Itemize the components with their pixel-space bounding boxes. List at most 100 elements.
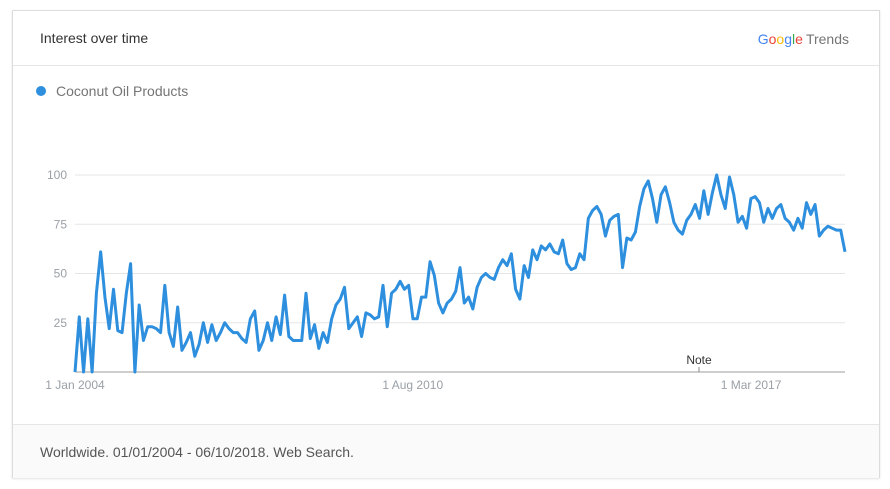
data-point[interactable] <box>155 327 158 330</box>
data-point[interactable] <box>232 331 235 334</box>
data-point[interactable] <box>497 266 500 269</box>
chart-note[interactable]: Note <box>686 353 712 372</box>
google-trends-logo[interactable]: Google Trends <box>757 31 849 47</box>
data-point[interactable] <box>364 311 367 314</box>
data-point[interactable] <box>459 266 462 269</box>
data-point[interactable] <box>305 292 308 295</box>
data-point[interactable] <box>779 203 782 206</box>
data-point[interactable] <box>818 235 821 238</box>
data-point[interactable] <box>103 296 106 299</box>
data-point[interactable] <box>514 288 517 291</box>
data-point[interactable] <box>176 305 179 308</box>
data-point[interactable] <box>454 290 457 293</box>
note-label[interactable]: Note <box>686 353 712 367</box>
data-point[interactable] <box>758 201 761 204</box>
data-point[interactable] <box>561 239 564 242</box>
data-point[interactable] <box>326 341 329 344</box>
data-point[interactable] <box>839 229 842 232</box>
data-point[interactable] <box>583 258 586 261</box>
data-point[interactable] <box>724 207 727 210</box>
data-point[interactable] <box>429 260 432 263</box>
data-point[interactable] <box>180 349 183 352</box>
data-point[interactable] <box>215 339 218 342</box>
data-point[interactable] <box>133 371 136 374</box>
data-point[interactable] <box>527 276 530 279</box>
data-point[interactable] <box>719 193 722 196</box>
data-point[interactable] <box>711 191 714 194</box>
data-point[interactable] <box>249 317 252 320</box>
data-point[interactable] <box>99 250 102 253</box>
data-point[interactable] <box>125 292 128 295</box>
data-point[interactable] <box>792 229 795 232</box>
data-point[interactable] <box>386 325 389 328</box>
data-point[interactable] <box>784 217 787 220</box>
data-point[interactable] <box>822 229 825 232</box>
data-point[interactable] <box>360 335 363 338</box>
data-point[interactable] <box>116 329 119 332</box>
data-point[interactable] <box>831 227 834 230</box>
data-point[interactable] <box>330 317 333 320</box>
data-point[interactable] <box>257 349 260 352</box>
data-point[interactable] <box>762 221 765 224</box>
data-point[interactable] <box>625 237 628 240</box>
data-point[interactable] <box>399 280 402 283</box>
data-point[interactable] <box>476 286 479 289</box>
data-point[interactable] <box>394 288 397 291</box>
data-point[interactable] <box>488 276 491 279</box>
data-point[interactable] <box>518 298 521 301</box>
data-point[interactable] <box>835 229 838 232</box>
data-point[interactable] <box>642 187 645 190</box>
data-point[interactable] <box>613 215 616 218</box>
data-point[interactable] <box>317 347 320 350</box>
data-point[interactable] <box>690 213 693 216</box>
data-point[interactable] <box>694 203 697 206</box>
data-point[interactable] <box>112 288 115 291</box>
data-point[interactable] <box>275 315 278 318</box>
data-point[interactable] <box>595 205 598 208</box>
data-point[interactable] <box>262 339 265 342</box>
data-point[interactable] <box>420 296 423 299</box>
data-point[interactable] <box>198 343 201 346</box>
data-point[interactable] <box>715 174 718 177</box>
data-point[interactable] <box>390 292 393 295</box>
data-point[interactable] <box>296 339 299 342</box>
data-point[interactable] <box>377 315 380 318</box>
data-point[interactable] <box>407 284 410 287</box>
data-point[interactable] <box>168 331 171 334</box>
data-point[interactable] <box>732 193 735 196</box>
data-point[interactable] <box>604 235 607 238</box>
data-point[interactable] <box>745 227 748 230</box>
data-point[interactable] <box>313 323 316 326</box>
data-point[interactable] <box>236 331 239 334</box>
data-point[interactable] <box>163 284 166 287</box>
data-point[interactable] <box>651 197 654 200</box>
data-point[interactable] <box>300 339 303 342</box>
data-point[interactable] <box>634 231 637 234</box>
data-point[interactable] <box>437 302 440 305</box>
data-point[interactable] <box>322 331 325 334</box>
data-point[interactable] <box>767 207 770 210</box>
data-point[interactable] <box>292 339 295 342</box>
data-point[interactable] <box>707 213 710 216</box>
data-point[interactable] <box>796 217 799 220</box>
data-point[interactable] <box>223 321 226 324</box>
data-point[interactable] <box>574 266 577 269</box>
data-point[interactable] <box>441 311 444 314</box>
data-point[interactable] <box>450 298 453 301</box>
data-point[interactable] <box>78 315 81 318</box>
data-point[interactable] <box>531 248 534 251</box>
data-point[interactable] <box>565 262 568 265</box>
data-point[interactable] <box>283 294 286 297</box>
data-point[interactable] <box>86 317 89 320</box>
data-point[interactable] <box>672 221 675 224</box>
data-point[interactable] <box>809 213 812 216</box>
data-point[interactable] <box>95 292 98 295</box>
data-point[interactable] <box>638 205 641 208</box>
data-point[interactable] <box>608 219 611 222</box>
data-point[interactable] <box>403 288 406 291</box>
data-point[interactable] <box>138 304 141 307</box>
data-point[interactable] <box>471 307 474 310</box>
data-point[interactable] <box>630 239 633 242</box>
data-point[interactable] <box>352 321 355 324</box>
data-point[interactable] <box>493 278 496 281</box>
